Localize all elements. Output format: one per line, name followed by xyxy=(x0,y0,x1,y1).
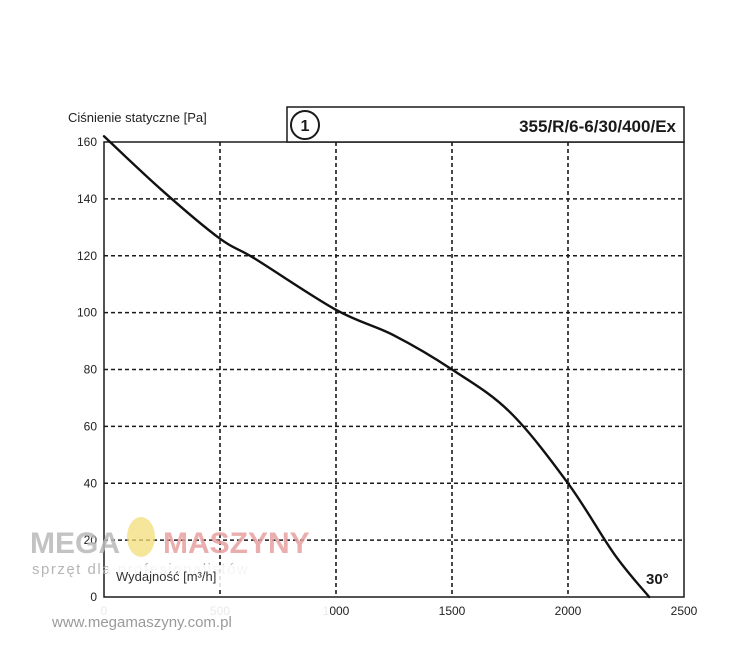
x-axis-label-box xyxy=(108,565,268,587)
fan-curve-line xyxy=(102,135,651,599)
x-tick-label: 2000 xyxy=(555,604,582,618)
y-tick-label: 0 xyxy=(90,590,97,604)
y-tick-label: 100 xyxy=(77,306,97,320)
watermark-logo-icon xyxy=(127,517,155,557)
y-tick-label: 60 xyxy=(84,419,98,433)
model-box xyxy=(286,106,685,143)
y-tick-label: 40 xyxy=(84,476,98,490)
y-tick-label: 80 xyxy=(84,363,98,377)
model-number-circle xyxy=(290,110,320,140)
watermark-brand-left: MEGA xyxy=(30,527,120,560)
y-tick-label: 140 xyxy=(77,192,97,206)
watermark-brand-right: MASZYNY xyxy=(163,527,310,560)
y-tick-label: 120 xyxy=(77,249,97,263)
blade-angle-label: 30° xyxy=(646,571,669,588)
y-tick-label: 20 xyxy=(84,533,98,547)
y-tick-labels: 0 20 40 60 80 100 120 140 160 xyxy=(77,135,97,604)
y-tick-label: 160 xyxy=(77,135,97,149)
x-axis-label: Wydajność [m³/h] xyxy=(116,569,216,584)
x-tick-label: 2500 xyxy=(671,604,698,618)
watermark-url: www.megamaszyny.com.pl xyxy=(51,614,232,631)
x-tick-label: 1500 xyxy=(439,604,466,618)
url-background xyxy=(30,606,330,630)
model-label: 355/R/6-6/30/400/Ex xyxy=(519,117,676,136)
y-axis-label: Ciśnienie statyczne [Pa] xyxy=(68,110,207,125)
model-number: 1 xyxy=(301,118,310,135)
